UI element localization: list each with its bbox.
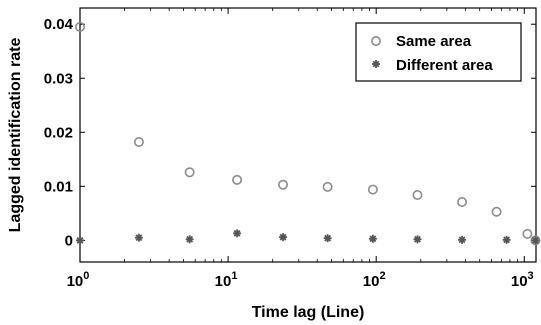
data-point-same-area: [133, 137, 144, 148]
data-point-same-area: [278, 179, 289, 190]
legend-label-same-area: Same area: [396, 33, 472, 50]
data-point-same-area: [530, 235, 541, 246]
legend-label-different-area: Different area: [396, 57, 493, 74]
data-point-same-area: [75, 21, 86, 32]
y-tick-label: 0: [65, 232, 73, 249]
data-point-different-area: [76, 236, 84, 245]
data-point-same-area: [232, 174, 243, 185]
y-axis-label: Lagged identification rate: [7, 38, 24, 233]
data-point-same-area: [184, 167, 195, 178]
y-axis-ticks: 0 0.01 0.02 0.03 0.04: [44, 16, 536, 249]
legend-marker-different-area: [372, 60, 380, 68]
data-point-different-area: [458, 235, 467, 244]
data-point-same-area: [522, 228, 533, 239]
y-tick-label: 0.03: [44, 70, 73, 87]
series-0: [75, 21, 541, 246]
data-point-same-area: [367, 184, 378, 195]
x-axis-ticks: 100 101 102 103: [67, 8, 534, 290]
x-tick-label: 102: [363, 270, 386, 290]
plot-area-frame: [79, 7, 537, 263]
x-tick-label: 101: [215, 270, 238, 290]
data-point-different-area: [134, 233, 143, 242]
data-point-same-area: [412, 189, 423, 200]
x-axis-label: Time lag (Line): [252, 304, 365, 321]
legend-box: [355, 22, 522, 82]
data-point-different-area: [279, 233, 288, 242]
x-tick-label: 103: [511, 270, 534, 290]
legend: Same area Different area: [355, 22, 522, 82]
x-tick-label: 100: [67, 270, 90, 290]
data-point-different-area: [233, 229, 242, 238]
data-point-same-area: [457, 197, 468, 208]
y-tick-label: 0.01: [44, 178, 73, 195]
y-tick-label: 0.02: [44, 124, 73, 141]
legend-circle-marker: [370, 35, 381, 46]
data-point-different-area: [368, 234, 377, 243]
data-point-different-area: [413, 235, 422, 244]
data-point-same-area: [322, 181, 333, 192]
data-series: [75, 21, 541, 246]
data-point-different-area: [323, 234, 332, 243]
data-point-different-area: [531, 236, 540, 245]
legend-marker-same-area: [370, 35, 381, 46]
legend-asterisk-marker: [372, 60, 380, 68]
data-point-different-area: [185, 235, 194, 244]
y-tick-label: 0.04: [44, 16, 74, 33]
series-1: [76, 229, 540, 245]
data-point-different-area: [502, 235, 511, 244]
data-point-same-area: [491, 206, 502, 217]
